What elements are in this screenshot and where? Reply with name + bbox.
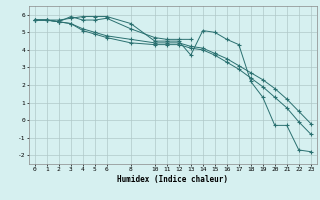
- X-axis label: Humidex (Indice chaleur): Humidex (Indice chaleur): [117, 175, 228, 184]
